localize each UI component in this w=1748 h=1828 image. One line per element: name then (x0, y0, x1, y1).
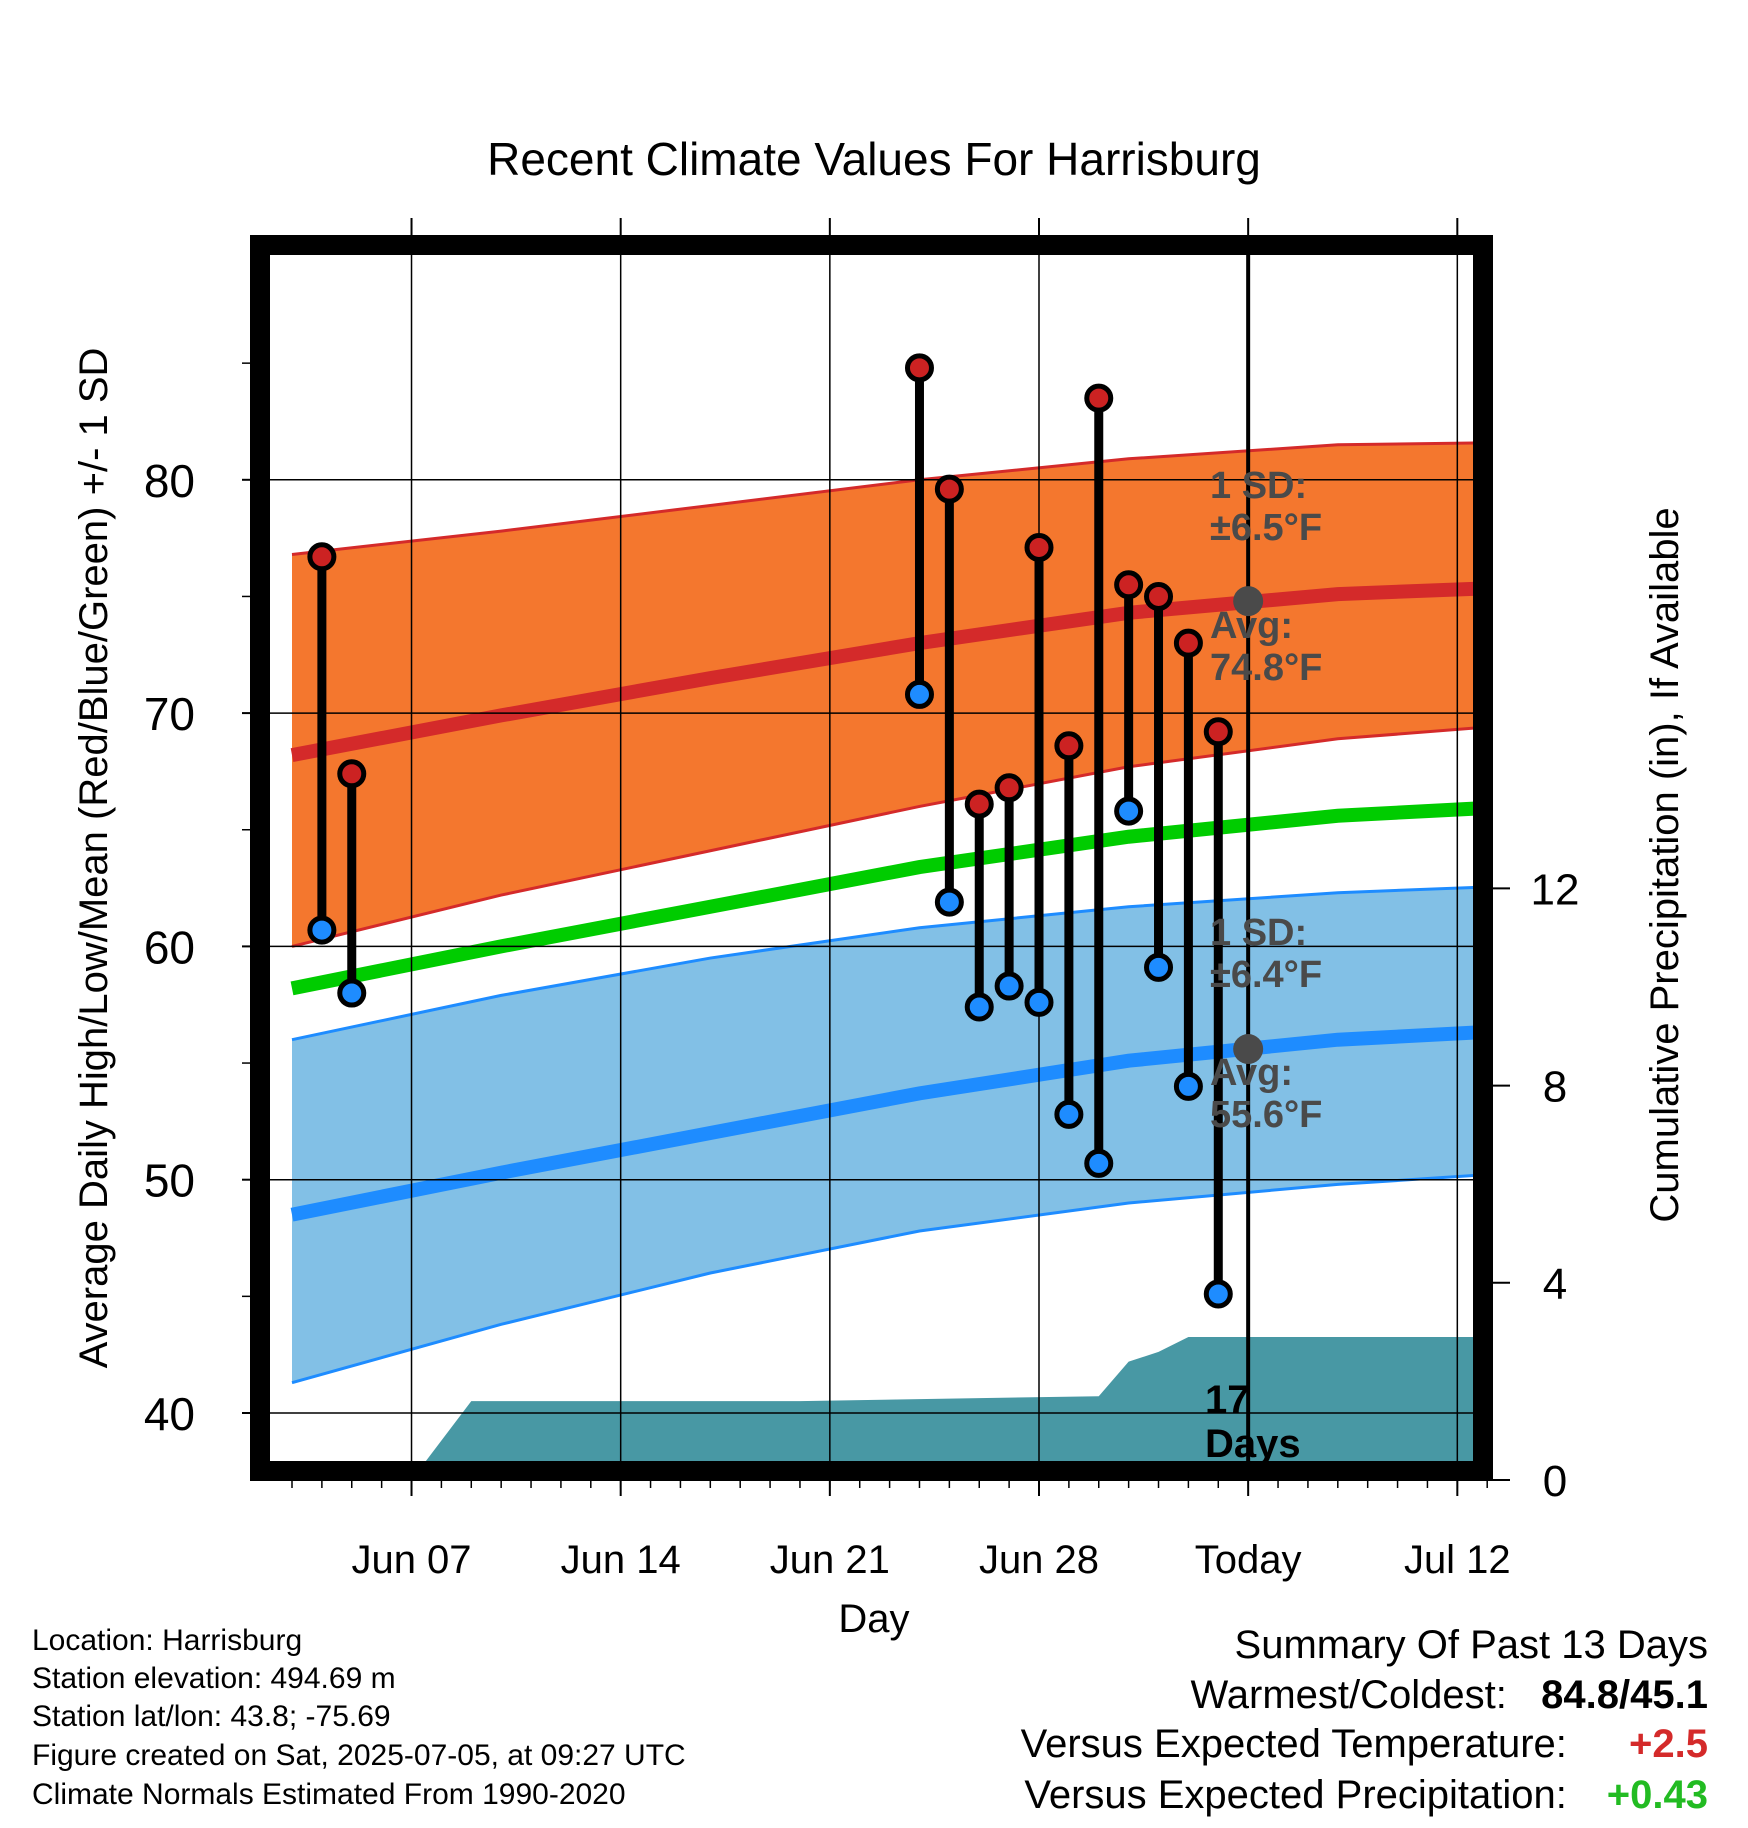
annot-days-line: 17 (1205, 1378, 1250, 1422)
low-band-lower-edge (291, 1173, 1483, 1385)
obs-high-point (904, 353, 934, 383)
x-tick-label: Jun 07 (351, 1538, 471, 1582)
high-band-lower-edge (291, 725, 1483, 948)
high-sd-band (292, 442, 1483, 947)
y-tick-label: 60 (144, 921, 195, 973)
y-tick-label: 80 (144, 455, 195, 507)
obs-low-point (1173, 1071, 1203, 1101)
obs-low-point (307, 915, 337, 945)
obs-high-point (934, 474, 964, 504)
annot-high-avg: Avg: 74.8°F (1210, 605, 1322, 689)
y2-tick-label: 4 (1543, 1260, 1567, 1309)
x-tick-label: Jun 14 (561, 1538, 681, 1582)
obs-low-point (1084, 1148, 1114, 1178)
obs-low-point (1024, 987, 1054, 1017)
summary-temp-row: Versus Expected Temperature: +2.5 (1021, 1723, 1708, 1765)
obs-high-point (1084, 383, 1114, 413)
x-tick-label: Jun 21 (770, 1538, 890, 1582)
y-axis-label: Average Daily High/Low/Mean (Red/Blue/Gr… (72, 348, 116, 1369)
today-low-avg-point (1233, 1034, 1264, 1065)
annot-low-avg-line: Avg: (1210, 1052, 1293, 1094)
obs-high-point (1114, 570, 1144, 600)
summary-title: Summary Of Past 13 Days (1234, 1623, 1708, 1667)
annot-days-line: Days (1205, 1422, 1301, 1466)
summary-temp-value: +2.5 (1629, 1722, 1708, 1766)
info-elevation: Station elevation: 494.69 m (32, 1662, 396, 1695)
low-mean-line (290, 1025, 1483, 1222)
annot-high-sd: 1 SD: ±6.5°F (1210, 465, 1322, 549)
plot-frame (250, 235, 1493, 1481)
plot-area (260, 245, 1483, 1471)
obs-low-point (337, 978, 367, 1008)
y2-tick-label: 12 (1531, 865, 1580, 914)
x-tick-label: Today (1195, 1538, 1302, 1582)
summary-precip-label: Versus Expected Precipitation: (1024, 1773, 1567, 1817)
annot-low-sd-line: 1 SD: (1210, 912, 1307, 954)
annot-low-avg-line: 55.6°F (1210, 1094, 1322, 1136)
summary-warmest-row: Warmest/Coldest: 84.8/45.1 (1191, 1674, 1709, 1716)
obs-high-point (994, 773, 1024, 803)
info-normals: Climate Normals Estimated From 1990-2020 (32, 1778, 626, 1811)
x-axis-label: Day (838, 1597, 909, 1641)
obs-high-point (337, 759, 367, 789)
low-sd-band (292, 887, 1483, 1383)
today-high-avg-point (1233, 586, 1264, 617)
low-band-upper-edge (291, 885, 1483, 1042)
y-tick-label: 40 (144, 1388, 195, 1440)
annot-high-sd-line: ±6.5°F (1210, 507, 1322, 549)
x-tick-label: Jun 28 (979, 1538, 1099, 1582)
obs-high-point (1054, 731, 1084, 761)
annot-high-avg-line: 74.8°F (1210, 647, 1322, 689)
y-tick-label: 70 (144, 688, 195, 740)
annot-low-avg: Avg: 55.6°F (1210, 1052, 1322, 1136)
annot-low-sd: 1 SD: ±6.4°F (1210, 912, 1322, 996)
obs-low-point (934, 887, 964, 917)
x-tick-label: Jul 12 (1404, 1538, 1511, 1582)
annot-days: 17 Days (1205, 1378, 1301, 1466)
annot-low-sd-line: ±6.4°F (1210, 954, 1322, 996)
chart-title: Recent Climate Values For Harrisburg (487, 133, 1261, 185)
summary-temp-label: Versus Expected Temperature: (1020, 1722, 1567, 1766)
summary-warmest-value: 84.8/45.1 (1541, 1673, 1708, 1717)
obs-high-point (1144, 581, 1174, 611)
obs-low-point (904, 679, 934, 709)
obs-low-point (1144, 952, 1174, 982)
obs-high-point (307, 542, 337, 572)
info-created: Figure created on Sat, 2025-07-05, at 09… (32, 1739, 686, 1772)
obs-low-point (1054, 1099, 1084, 1129)
annot-high-avg-line: Avg: (1210, 605, 1293, 647)
obs-low-point (964, 992, 994, 1022)
obs-high-point (1173, 628, 1203, 658)
y2-axis-label: Cumulative Precipitation (in), If Availa… (1643, 507, 1687, 1222)
summary-precip-row: Versus Expected Precipitation: +0.43 (1024, 1774, 1708, 1816)
info-latlon: Station lat/lon: 43.8; -75.69 (32, 1700, 391, 1733)
summary-warmest-label: Warmest/Coldest: (1190, 1673, 1507, 1717)
annot-high-sd-line: 1 SD: (1210, 465, 1307, 507)
y2-tick-label: 0 (1543, 1457, 1567, 1506)
precip-area (418, 1337, 1483, 1471)
obs-high-point (1024, 532, 1054, 562)
info-location: Location: Harrisburg (32, 1624, 303, 1657)
obs-low-point (1203, 1279, 1233, 1309)
obs-high-point (964, 789, 994, 819)
y2-tick-label: 8 (1543, 1063, 1567, 1112)
y-tick-label: 50 (144, 1155, 195, 1207)
summary-precip-value: +0.43 (1606, 1773, 1708, 1817)
obs-low-point (1114, 796, 1144, 826)
obs-high-point (1203, 717, 1233, 747)
obs-low-point (994, 971, 1024, 1001)
